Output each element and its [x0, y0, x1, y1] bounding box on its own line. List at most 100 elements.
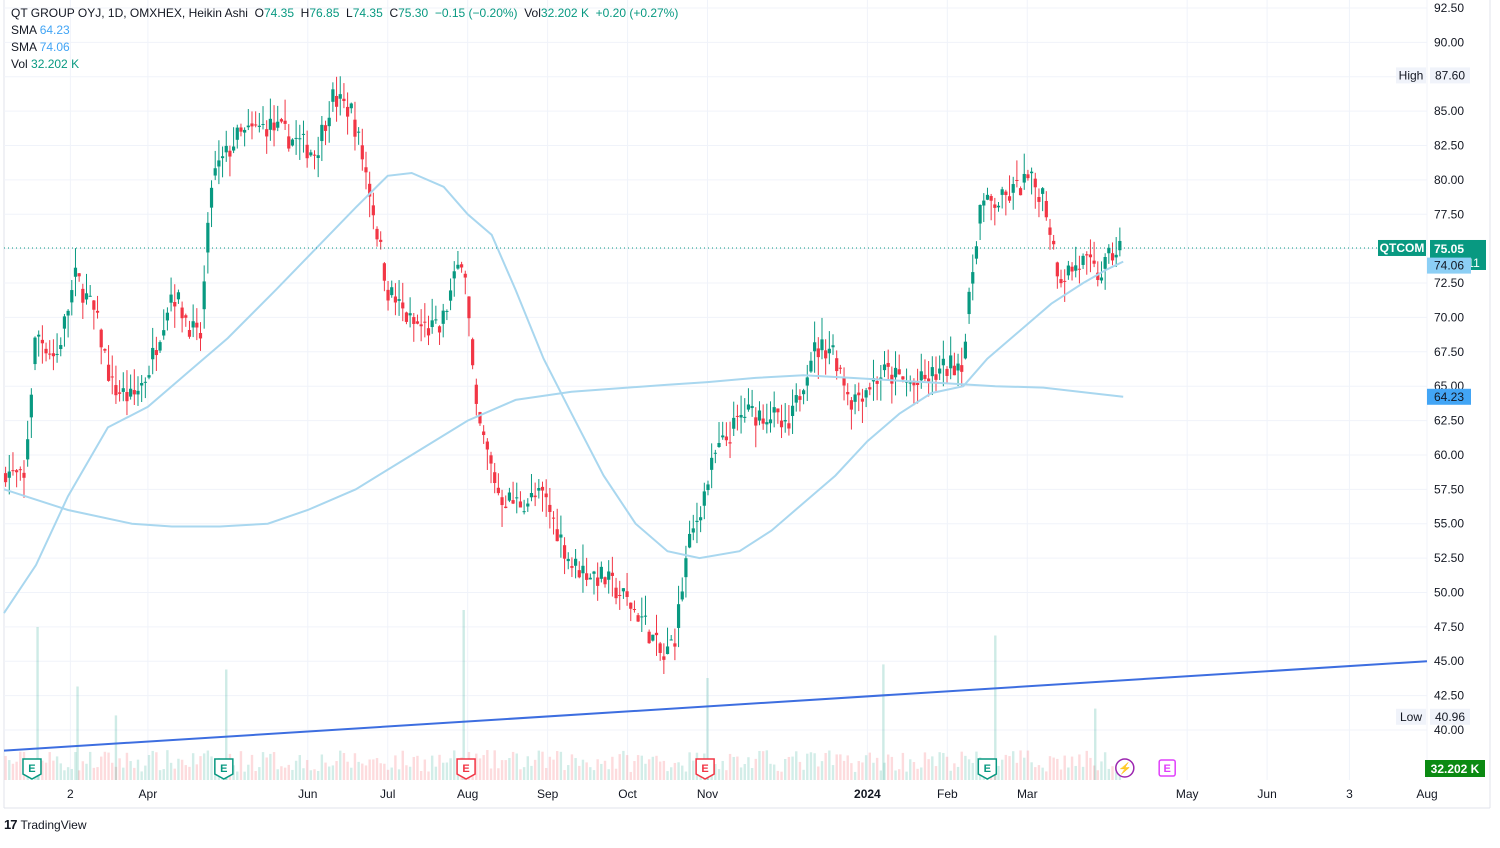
- legend-vol-row[interactable]: Vol 32.202 K: [11, 56, 678, 73]
- legend-sma1-value: 64.23: [39, 23, 70, 37]
- y-tick-label: 52.50: [1434, 551, 1464, 565]
- candle-body-down: [846, 391, 850, 395]
- tradingview-watermark[interactable]: 17 TradingView: [4, 817, 87, 832]
- earnings-event-icon[interactable]: E: [977, 758, 998, 780]
- volume-bar: [177, 758, 180, 780]
- candle-body-down: [654, 632, 659, 636]
- volume-spike: [882, 664, 885, 780]
- volume-bar: [44, 762, 48, 780]
- x-tick-label: Apr: [139, 787, 158, 801]
- earnings-event-icon[interactable]: E: [214, 758, 234, 780]
- candle-body-up: [294, 137, 298, 139]
- volume-bar: [158, 770, 162, 780]
- earnings-event-icon[interactable]: E: [1158, 759, 1176, 777]
- volume-bar: [11, 763, 15, 780]
- volume-bar: [272, 752, 276, 780]
- candle-body-down: [838, 367, 842, 369]
- volume-bar: [592, 770, 596, 780]
- candle-body-down: [842, 376, 846, 386]
- candle-body-down: [184, 315, 188, 318]
- sma-slow-line: [3, 374, 1124, 528]
- volume-bar: [622, 750, 625, 780]
- candle-body-down: [511, 500, 515, 504]
- candle-body-down: [934, 374, 938, 380]
- volume-bar: [92, 767, 96, 780]
- volume-bar: [1012, 751, 1015, 780]
- candle-body-down: [1026, 174, 1030, 179]
- candle-body-up: [1022, 173, 1026, 183]
- candle-body-down: [1110, 253, 1115, 261]
- volume-bar: [88, 751, 92, 780]
- candle-body-down: [849, 400, 854, 410]
- candle-body-down: [154, 350, 158, 356]
- candle-body-down: [754, 417, 758, 426]
- volume-bar: [611, 756, 614, 780]
- volume-bar: [688, 752, 691, 780]
- split-event-icon[interactable]: ⚡: [1115, 758, 1135, 778]
- candle-body-down: [662, 656, 666, 660]
- volume-bar: [861, 762, 864, 780]
- candle-body-up: [84, 293, 89, 300]
- y-tick-label: 72.50: [1434, 276, 1464, 290]
- legend-symbol[interactable]: QT GROUP OYJ, 1D, OMXHEX, Heikin Ashi: [11, 6, 248, 20]
- sma-fast-badge-bg: [1427, 257, 1471, 274]
- legend-sma1-row[interactable]: SMA 64.23: [11, 22, 678, 39]
- candle-body-up: [1114, 254, 1118, 258]
- candle-body-down: [1088, 254, 1093, 258]
- volume-bar: [754, 758, 757, 780]
- candle-body-down: [228, 150, 232, 157]
- candle-body-up: [566, 558, 570, 562]
- candle-body-down: [570, 566, 574, 568]
- y-tick-label: 55.00: [1434, 517, 1464, 531]
- candle-body-up: [309, 152, 313, 156]
- volume-bar: [103, 751, 107, 780]
- volume-bar: [875, 757, 879, 780]
- candle-body-down: [551, 517, 556, 519]
- earnings-event-icon[interactable]: E: [695, 758, 715, 780]
- volume-bar: [1037, 765, 1041, 780]
- volume-spike: [114, 715, 118, 780]
- candle-body-down: [110, 376, 114, 378]
- volume-bar: [967, 759, 971, 780]
- volume-bar: [96, 767, 99, 780]
- candle-body-up: [158, 342, 162, 351]
- candle-body-up: [202, 281, 206, 310]
- candle-body-up: [1118, 240, 1122, 251]
- candle-body-down: [585, 573, 589, 580]
- candle-body-down: [77, 273, 81, 277]
- sma-fast-line: [3, 171, 1124, 614]
- volume-bar: [1070, 756, 1074, 780]
- candle-body-down: [629, 602, 633, 609]
- candle-body-up: [651, 634, 655, 641]
- volume-bar: [254, 771, 257, 780]
- symbol-tag-bg: [1378, 239, 1426, 256]
- volume-bar: [570, 754, 574, 780]
- candle-body-down: [254, 124, 258, 126]
- volume-bar: [66, 767, 70, 780]
- volume-bar: [81, 761, 85, 780]
- candle-body-down: [99, 329, 103, 348]
- volume-bar: [63, 770, 66, 780]
- volume-bar: [280, 766, 283, 780]
- volume-bar: [445, 762, 449, 780]
- candle-body-up: [220, 156, 225, 159]
- earnings-event-icon[interactable]: E: [456, 758, 476, 780]
- legend-change: −0.15 (−0.20%): [434, 6, 518, 20]
- earnings-event-icon[interactable]: E: [22, 758, 42, 780]
- high-badge-bg: [1430, 67, 1470, 84]
- candle-body-down: [1044, 200, 1048, 218]
- candle-body-down: [724, 436, 728, 441]
- candle-body-down: [92, 300, 96, 310]
- volume-bar: [408, 766, 412, 780]
- y-tick-label: 45.00: [1434, 654, 1464, 668]
- legend-symbol-row[interactable]: QT GROUP OYJ, 1D, OMXHEX, Heikin Ashi O7…: [11, 5, 678, 22]
- legend-sma2-row[interactable]: SMA 74.06: [11, 39, 678, 56]
- candle-body-up: [853, 394, 857, 402]
- volume-bar: [394, 755, 397, 780]
- volume-bar: [8, 760, 11, 780]
- volume-bar: [41, 760, 44, 780]
- candle-body-up: [59, 345, 63, 350]
- candle-body-up: [801, 390, 806, 395]
